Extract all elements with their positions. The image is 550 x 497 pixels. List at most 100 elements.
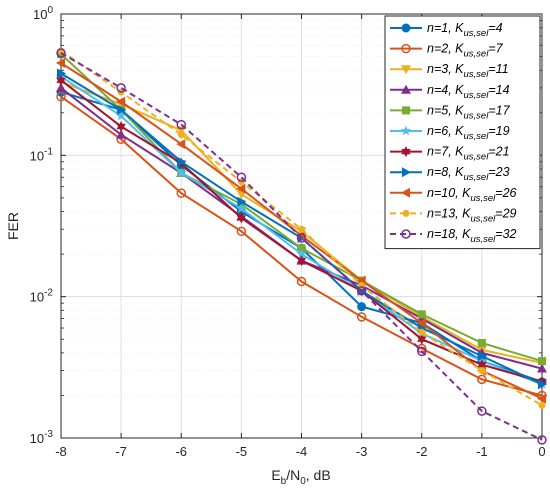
data-point (57, 68, 66, 79)
data-point (477, 406, 487, 416)
data-point (176, 167, 187, 178)
legend-label: n=10, Kus,sel=26 (427, 186, 517, 204)
legend-label: n=2, Kus,sel=7 (427, 42, 504, 60)
data-point (296, 248, 307, 259)
data-point (477, 359, 487, 371)
legend-item: n=3, Kus,sel=11 (390, 62, 509, 80)
data-point (236, 172, 247, 182)
y-tick-label: 10-1 (30, 146, 54, 163)
data-point (236, 183, 246, 194)
series-10 (57, 47, 546, 409)
y-tick-label: 10-2 (30, 288, 54, 305)
legend-item: n=2, Kus,sel=7 (390, 42, 504, 60)
legend-label: n=6, Kus,sel=19 (427, 124, 510, 142)
data-point (477, 351, 487, 362)
data-point (401, 187, 410, 198)
legend-item: n=4, Kus,sel=14 (390, 83, 510, 101)
x-tick-label: -5 (236, 444, 248, 459)
data-point (236, 212, 247, 224)
data-point (417, 310, 426, 319)
data-point (402, 106, 410, 115)
legend-label: n=1, Kus,sel=4 (427, 21, 503, 39)
data-point (356, 312, 367, 322)
data-point (401, 146, 411, 158)
data-point (417, 346, 427, 357)
legend: n=1, Kus,sel=4 n=2, Kus,sel=7 n=3, Kus,sel… (384, 15, 541, 250)
data-point (296, 276, 307, 287)
data-point (176, 126, 187, 136)
data-point (177, 131, 185, 139)
data-point (177, 156, 187, 167)
legend-item: n=18, Kus,sel=32 (390, 227, 517, 245)
legend-label: n=4, Kus,sel=14 (427, 83, 510, 101)
series-line (60, 49, 543, 407)
data-point (56, 91, 66, 102)
data-point (477, 374, 487, 385)
x-axis-label: Eb/N0, dB (271, 467, 330, 487)
y-tick-label: 100 (33, 5, 53, 22)
data-point (538, 357, 546, 366)
x-tick-label: -6 (175, 444, 187, 459)
series-lines (55, 47, 548, 445)
data-point (237, 196, 247, 207)
data-point (537, 435, 547, 445)
data-point (117, 104, 127, 115)
data-point (115, 110, 127, 121)
data-point (296, 233, 307, 243)
data-point (417, 333, 427, 345)
legend-label: n=8, Kus,sel=23 (427, 165, 510, 183)
legend-label: n=18, Kus,sel=32 (427, 227, 517, 245)
data-point (356, 286, 367, 296)
data-point (116, 83, 126, 93)
legend-item: n=10, Kus,sel=26 (390, 186, 517, 204)
data-point (401, 229, 411, 239)
data-point (56, 58, 65, 69)
x-tick-label: -8 (55, 444, 67, 459)
data-point (401, 84, 411, 94)
x-tick-label: -1 (476, 444, 488, 459)
legend-item: n=7, Kus,sel=21 (390, 145, 510, 163)
data-point (236, 226, 247, 237)
data-point (176, 119, 186, 130)
legend-label: n=5, Kus,sel=17 (427, 103, 511, 121)
data-point (401, 43, 411, 54)
x-tick-label: -4 (296, 444, 308, 459)
x-tick-label: -3 (356, 444, 368, 459)
data-point (401, 23, 411, 33)
data-point (176, 139, 186, 150)
series-line (60, 95, 543, 397)
legend-box (384, 15, 541, 250)
data-point (296, 255, 307, 267)
data-point (56, 48, 66, 58)
y-axis-label: FER (5, 212, 21, 240)
data-point (116, 129, 127, 139)
data-point (296, 230, 306, 241)
legend-label: n=3, Kus,sel=11 (427, 62, 509, 80)
data-point (298, 225, 305, 233)
data-point (56, 82, 66, 92)
data-point (537, 363, 547, 373)
data-point (537, 393, 546, 404)
x-tick-label: -2 (416, 444, 428, 459)
x-tick-label: -7 (115, 444, 127, 459)
data-point (176, 188, 186, 198)
axis-ticks: -8 -7 -6 -5 -4 -3 -2 -1 0 10-3 10-2 10-1 100 (30, 5, 546, 459)
data-point (416, 318, 426, 329)
data-point (478, 367, 486, 375)
legend-item: n=5, Kus,sel=17 (390, 103, 511, 121)
data-point (400, 125, 412, 136)
data-point (402, 167, 411, 178)
legend-item: n=8, Kus,sel=23 (390, 165, 510, 183)
legend-item: n=13, Kus,sel=29 (390, 206, 517, 224)
data-point (357, 302, 367, 312)
data-point (236, 203, 247, 213)
data-point (418, 328, 426, 336)
data-point (477, 339, 486, 348)
data-point (538, 401, 546, 409)
data-point (56, 74, 66, 86)
legend-item: n=1, Kus,sel=4 (390, 21, 503, 39)
legend-label: n=13, Kus,sel=29 (427, 206, 517, 224)
series-11 (56, 48, 547, 445)
y-tick-label: 10-3 (30, 429, 54, 446)
